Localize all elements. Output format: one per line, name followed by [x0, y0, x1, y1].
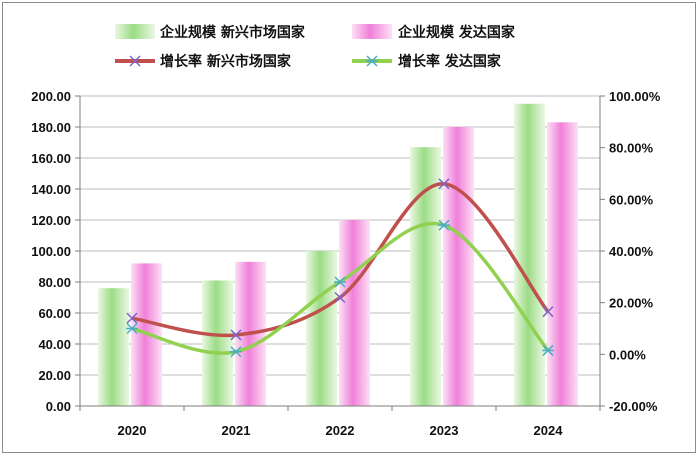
right-tick-label: 20.00% — [609, 296, 654, 311]
bar-emerging-2022 — [306, 251, 337, 406]
line-growth-developed — [131, 221, 550, 355]
bar-developed-2023 — [443, 127, 474, 406]
bar-emerging-2021 — [202, 280, 233, 406]
marker-growth-emerging-2021 — [230, 329, 242, 341]
marker-growth-emerging-2024 — [542, 306, 554, 318]
marker-growth-developed-2023 — [438, 219, 450, 231]
marker-growth-developed-2024 — [542, 344, 554, 356]
right-tick-label: 40.00% — [609, 244, 654, 259]
right-axis-ticks: -20.00% 0.00% 20.00% 40.00% 60.00% 80.00% 100.… — [600, 89, 661, 414]
legend-marker-growth-emerging — [129, 55, 141, 67]
bar-emerging-2024 — [514, 103, 545, 406]
x-tick-label: 2020 — [118, 423, 147, 438]
legend-swatch-bar-developed — [352, 24, 392, 39]
left-tick-label: 100.00 — [31, 244, 71, 259]
left-tick-label: 160.00 — [31, 151, 71, 166]
right-tick-label: -20.00% — [609, 399, 658, 414]
marker-growth-developed-2020 — [126, 322, 138, 335]
growth-lines — [126, 178, 554, 358]
line-growth-emerging — [131, 182, 550, 338]
left-tick-label: 120.00 — [31, 213, 71, 228]
legend-label-bar-emerging: 企业规模 新兴市场国家 — [159, 24, 306, 41]
x-tick-label: 2023 — [430, 423, 459, 438]
marker-growth-emerging-2023 — [438, 178, 450, 190]
left-tick-label: 140.00 — [31, 182, 71, 197]
x-tick-label: 2021 — [222, 423, 251, 438]
bar-emerging-2020 — [98, 288, 129, 406]
marker-growth-emerging-2022 — [334, 291, 346, 304]
left-tick-label: 20.00 — [38, 368, 71, 383]
legend-swatch-bar-emerging — [115, 24, 155, 39]
left-tick-label: 180.00 — [31, 120, 71, 135]
right-tick-label: 100.00% — [609, 89, 661, 104]
marker-growth-developed-2022 — [334, 276, 346, 288]
x-axis-ticks: 2020 2021 2022 2023 2024 — [79, 406, 601, 438]
legend: 企业规模 新兴市场国家 企业规模 发达国家 增长率 新兴市场国家 增长率 发达国… — [115, 24, 516, 70]
left-tick-label: 200.00 — [31, 89, 71, 104]
x-tick-label: 2024 — [534, 423, 564, 438]
marker-growth-emerging-2020 — [126, 312, 138, 324]
right-tick-label: 80.00% — [609, 141, 654, 156]
left-axis-ticks: 0.00 20.00 40.00 60.00 80.00 100.00 120.00 140.… — [31, 89, 80, 414]
legend-label-growth-emerging: 增长率 新兴市场国家 — [160, 53, 292, 70]
legend-label-bar-developed: 企业规模 发达国家 — [397, 24, 516, 41]
bar-developed-2024 — [547, 122, 578, 406]
right-tick-label: 0.00% — [609, 347, 646, 362]
x-tick-label: 2022 — [326, 423, 355, 438]
left-tick-label: 0.00 — [46, 399, 71, 414]
left-tick-label: 60.00 — [38, 306, 71, 321]
bar-developed-2022 — [339, 220, 370, 406]
left-tick-label: 40.00 — [38, 337, 71, 352]
legend-label-growth-developed: 增长率 发达国家 — [398, 53, 502, 70]
bars — [98, 103, 578, 406]
right-tick-label: 60.00% — [609, 192, 654, 207]
legend-marker-growth-developed — [366, 55, 378, 67]
left-tick-label: 80.00 — [38, 275, 71, 290]
marker-growth-developed-2021 — [230, 346, 242, 358]
